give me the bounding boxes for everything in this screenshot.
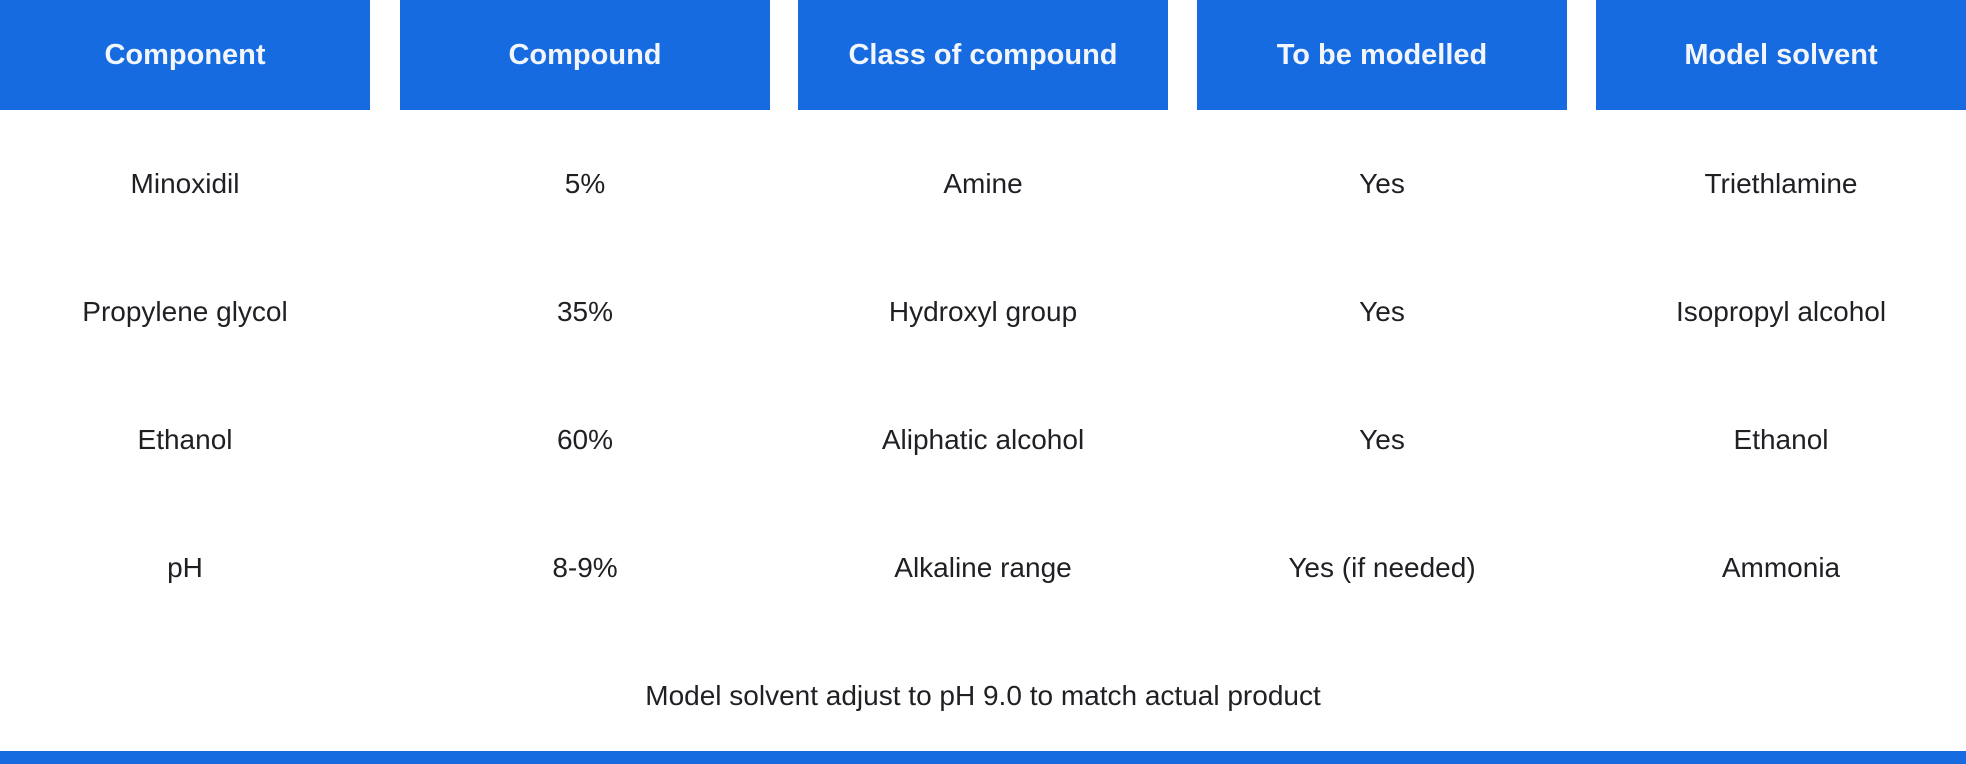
cell-modelled: Yes: [1359, 424, 1405, 455]
cell-compound: 60%: [556, 424, 614, 455]
cell-solvent: Isopropyl alcohol: [1675, 296, 1887, 327]
cell-compound: 5%: [564, 168, 606, 199]
cell-solvent: Triethlamine: [1704, 168, 1858, 199]
cell-compound: 8-9%: [552, 552, 618, 583]
cell-class: Amine: [943, 168, 1023, 199]
cell-modelled: Yes: [1359, 296, 1405, 327]
header-compound: Compound: [400, 0, 770, 110]
cell-class: Alkaline range: [894, 552, 1072, 583]
cell-component: Propylene glycol: [82, 296, 288, 327]
bottom-bar: [0, 751, 1966, 764]
header-component: Component: [0, 0, 370, 110]
cell-solvent: Ethanol: [1733, 424, 1829, 455]
cell-modelled: Yes (if needed): [1288, 552, 1476, 583]
header-to-be-modelled: To be modelled: [1197, 0, 1567, 110]
cell-compound: 35%: [556, 296, 614, 327]
cell-solvent: Ammonia: [1721, 552, 1841, 583]
footnote: Model solvent adjust to pH 9.0 to match …: [645, 680, 1321, 711]
cell-modelled: Yes: [1359, 168, 1405, 199]
cell-class: Hydroxyl group: [888, 296, 1078, 327]
header-model-solvent: Model solvent: [1596, 0, 1966, 110]
cell-component: Minoxidil: [130, 168, 240, 199]
cell-class: Aliphatic alcohol: [881, 424, 1085, 455]
cell-component: Ethanol: [137, 424, 233, 455]
header-class-of-compound: Class of compound: [798, 0, 1168, 110]
cell-component: pH: [167, 552, 203, 583]
